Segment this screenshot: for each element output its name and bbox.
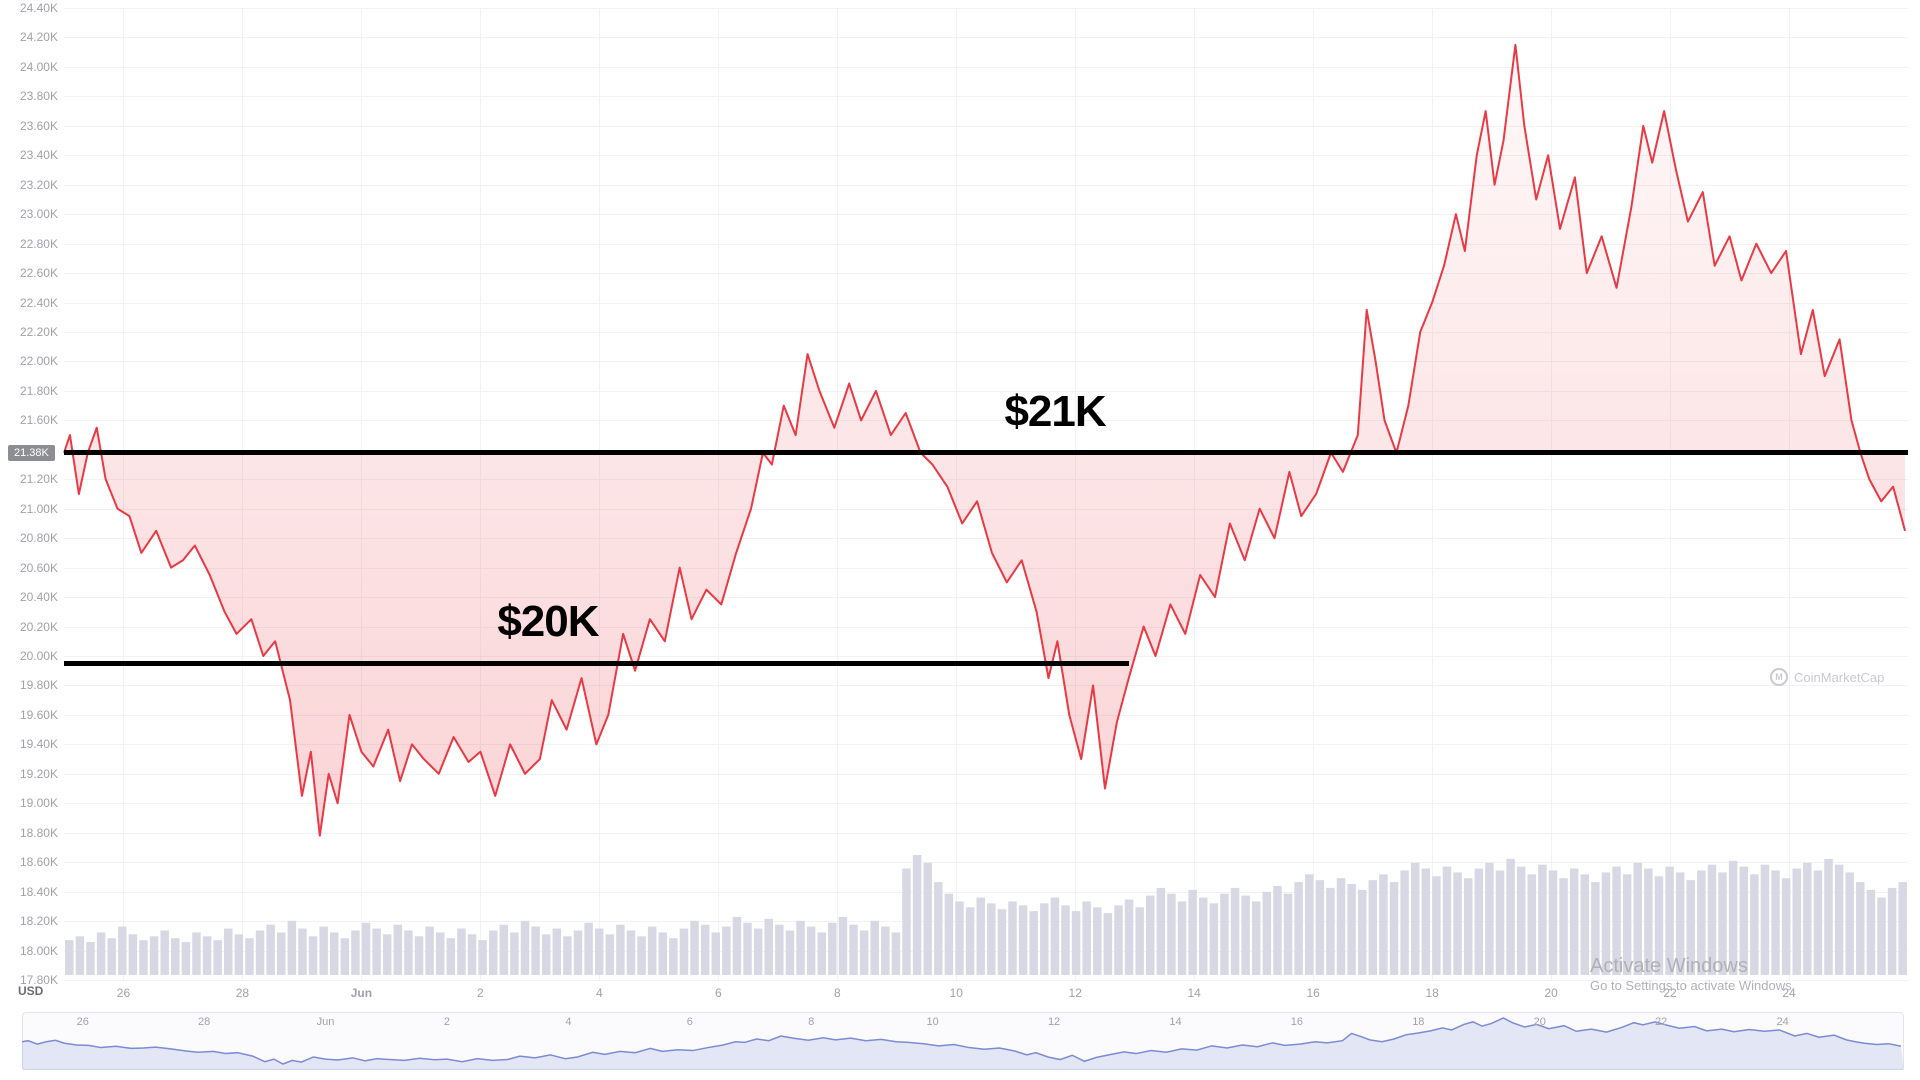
reference-line [64,661,1129,666]
range-selector-line [22,1012,1904,1070]
price-annotation: $21K [1004,387,1105,437]
range-selector-label: 22 [1655,1016,1667,1028]
range-selector-label: 28 [198,1016,210,1028]
range-selector-label: 18 [1412,1016,1424,1028]
price-annotation: $20K [497,597,598,647]
range-selector-label: 4 [565,1016,571,1028]
range-selector-label: 20 [1534,1016,1546,1028]
range-selector-label: 8 [808,1016,814,1028]
activate-windows-title: Activate Windows [1590,955,1795,978]
range-selector-label: 26 [77,1016,89,1028]
coinmarketcap-icon: M [1770,668,1788,686]
range-selector-label: 12 [1048,1016,1060,1028]
range-selector-label: 14 [1169,1016,1181,1028]
price-chart[interactable]: 17.80K18.00K18.20K18.40K18.60K18.80K19.0… [0,0,1920,1080]
range-selector-label: 2 [444,1016,450,1028]
activate-windows-overlay: Activate WindowsGo to Settings to activa… [1590,955,1795,993]
watermark: M CoinMarketCap [1770,668,1884,686]
volume-bars [0,0,1920,1080]
watermark-text: CoinMarketCap [1794,670,1884,685]
range-selector-label: 24 [1776,1016,1788,1028]
range-selector-label: 16 [1291,1016,1303,1028]
reference-line [64,450,1908,455]
range-selector-label: 6 [687,1016,693,1028]
activate-windows-subtitle: Go to Settings to activate Windows. [1590,978,1795,993]
range-selector-label: Jun [317,1016,335,1028]
range-selector-label: 10 [927,1016,939,1028]
